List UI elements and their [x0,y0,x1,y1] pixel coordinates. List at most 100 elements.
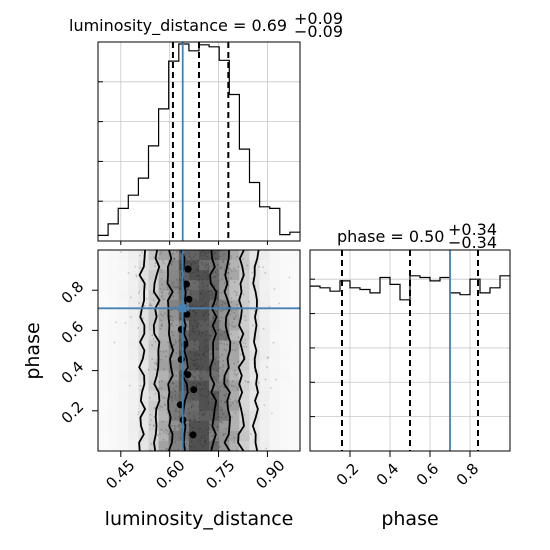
heatmap-cell [259,380,271,392]
sample-point [207,393,210,395]
sample-point [189,285,191,288]
sample-point [224,432,227,435]
sample-point [147,368,150,371]
sample-point [149,413,152,416]
sample-point [198,354,201,357]
sample-point [188,252,190,255]
sample-point [233,317,236,320]
heatmap-cell [249,380,261,392]
sample-point [223,282,226,284]
sample-point [197,259,200,262]
sample-point [212,276,214,279]
sample-point [200,357,202,360]
heatmap-cell [118,270,129,281]
sample-point [233,311,236,314]
sample-point [214,363,217,365]
sample-point [251,271,254,274]
sample-point [203,321,206,324]
sample-point [149,304,151,307]
heatmap-cell [219,440,230,451]
sample-point [230,309,233,312]
sample-point [216,268,219,271]
heatmap-cell [128,300,139,311]
sample-point [189,418,192,421]
sample-point [307,290,309,292]
sample-point [160,358,163,361]
heatmap-cell [249,440,261,451]
sample-point [184,275,187,278]
heatmap-cell [269,300,281,311]
sample-point [192,330,195,333]
heatmap-cell [279,370,291,382]
sample-point [217,264,220,266]
heatmap-cell [188,320,200,331]
sample-point [221,354,224,356]
sample-point [171,261,174,263]
sample-point [153,407,156,409]
sample-point [231,401,234,404]
heatmap-cell [199,430,210,442]
sample-point [183,361,186,364]
sample-point [265,447,268,450]
sample-point [198,330,201,333]
heatmap-cell [239,390,250,402]
sample-point [190,292,192,295]
sample-point [195,305,198,308]
sample-point [197,265,200,268]
sample-point [151,334,154,337]
sample-point [231,324,233,327]
sample-point [177,399,179,402]
sample-point [200,368,203,370]
sample-point [219,389,222,392]
sample-point [189,351,192,353]
heatmap-cell [289,340,300,351]
heatmap-cell [219,320,230,331]
sample-point [233,281,236,284]
sample-point [216,310,218,313]
heatmap-cell [168,410,180,422]
sample-point [219,406,222,409]
sample-point [236,401,238,403]
sample-point [230,277,232,280]
sample-point [244,380,247,383]
sample-point [204,441,206,444]
sample-point [207,432,210,434]
sample-point [217,381,220,384]
sample-point [163,403,166,406]
sample-point [161,380,163,382]
sample-point [160,313,162,316]
heatmap-cell [249,390,261,402]
heatmap-cell [188,250,200,261]
sample-point [194,370,196,373]
sample-point [220,385,223,387]
sample-point [199,370,201,373]
heatmap-cell [279,390,291,402]
sample-point [186,288,189,291]
sample-point [237,389,240,392]
heatmap-cell [219,350,230,362]
heatmap-cell [279,250,291,261]
heatmap-cell [128,280,139,291]
sample-point [193,418,196,421]
heatmap-cell [98,290,109,301]
heatmap-cell [178,380,190,392]
heatmap-cell [128,260,139,271]
sample-point [139,388,142,391]
sample-point [173,427,176,430]
sample-point [161,420,164,423]
sample-point [202,289,204,292]
sample-point [173,257,175,260]
sample-point [233,437,236,439]
sample-point [230,257,233,260]
sample-point [154,265,156,267]
sample-point [234,325,237,328]
sample-point [222,360,225,362]
sample-point [229,268,232,271]
sample-point [231,349,234,352]
sample-point [214,358,217,361]
heatmap-cell [229,350,240,362]
heatmap-cell [158,360,170,372]
sample-point [234,349,237,352]
heatmap-cell [279,440,291,451]
sample-point [162,431,165,433]
